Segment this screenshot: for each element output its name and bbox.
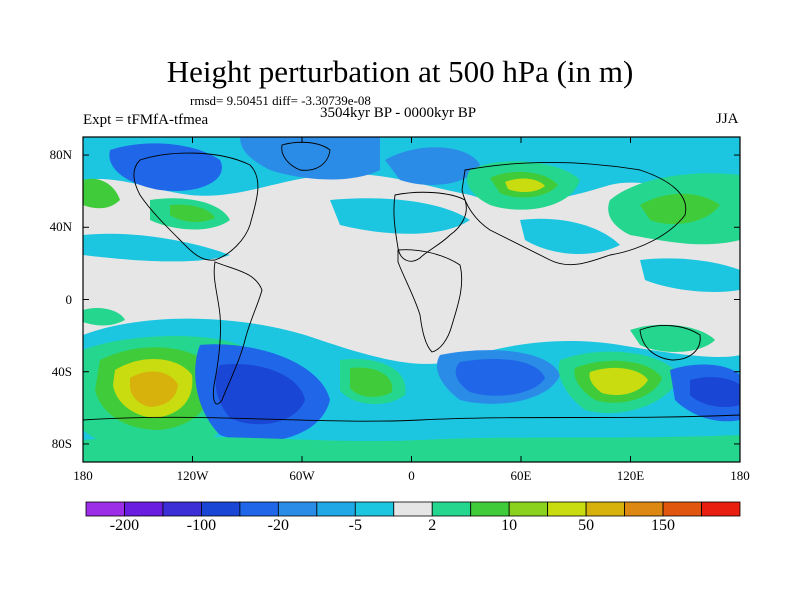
colorbar-swatch [701,501,741,517]
colorbar [85,501,741,517]
contour-field [83,137,740,462]
colorbar-swatch [470,501,510,517]
lat-tick-label: 80N [49,147,72,163]
lat-tick-label: 80S [51,435,72,451]
lon-tick-label: 120W [176,468,209,483]
stats-label: rmsd= 9.50451 diff= -3.30739e-08 [190,93,371,108]
colorbar-label: 2 [428,517,437,534]
colorbar-swatch [585,501,625,517]
colorbar-swatch [624,501,664,517]
axis-ticks [82,137,741,462]
lat-tick-label: 0 [65,291,73,307]
colorbar-swatch [354,501,395,517]
colorbar-label: -100 [186,517,217,534]
lon-tick-label: 180 [730,468,750,483]
lon-tick-label: 120E [616,468,645,483]
lon-tick-label: 0 [408,468,415,483]
colorbar-label: -200 [109,517,140,534]
colorbar-label: 50 [578,517,595,534]
colorbar-swatch [662,501,702,517]
colorbar-label: -5 [348,517,362,534]
colorbar-swatch [201,501,241,517]
lat-tick-label: 40S [51,363,72,379]
colorbar-swatch [393,501,433,517]
colorbar-swatch [85,501,125,517]
period-label: 3504kyr BP - 0000kyr BP [320,105,477,121]
coastlines [83,141,740,422]
lon-tick-label: 180 [73,468,93,483]
colorbar-swatch [508,501,549,517]
plot-title: Height perturbation at 500 hPa (in m) [166,54,634,89]
lat-tick-label: 40N [49,219,72,235]
experiment-label: Expt = tFMfA-tfmea [83,112,209,128]
colorbar-label: -20 [267,517,290,534]
lon-tick-label: 60E [510,468,532,483]
lon-tick-label: 60W [289,468,315,483]
season-label: JJA [716,111,739,127]
colorbar-swatch [162,501,202,517]
colorbar-swatch [277,501,318,517]
colorbar-swatch [239,501,279,517]
colorbar-swatch [431,501,472,517]
colorbar-label: 150 [651,517,676,534]
colorbar-swatch [316,501,356,517]
colorbar-swatch [547,501,587,517]
colorbar-swatch [124,501,164,517]
colorbar-label: 10 [501,517,518,534]
